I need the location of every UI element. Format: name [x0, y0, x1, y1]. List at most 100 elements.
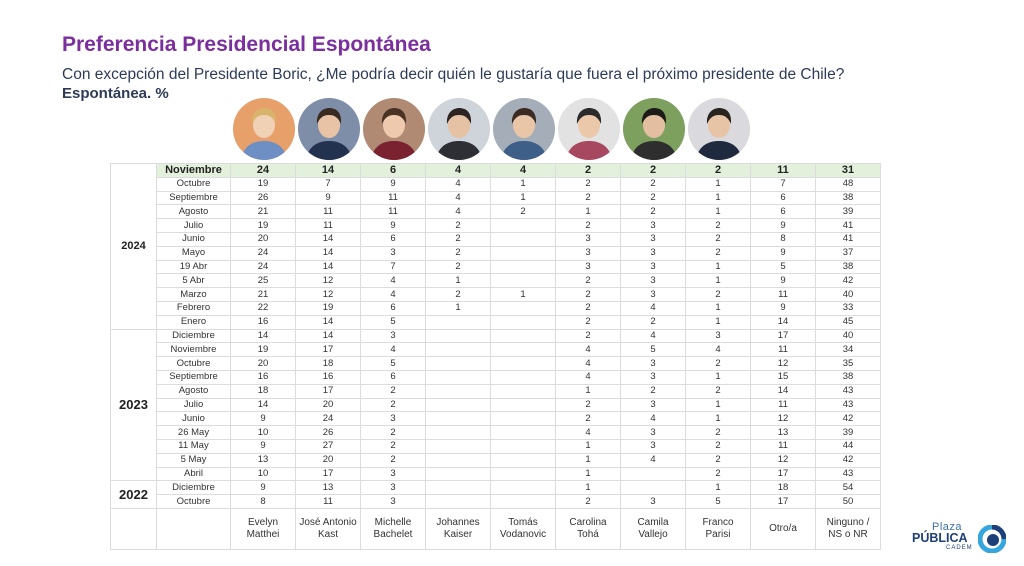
- person-portrait-icon: [233, 98, 295, 160]
- value-cell: 4: [555, 342, 621, 358]
- value-cell: 16: [230, 369, 296, 385]
- value-cell: 3: [360, 480, 426, 496]
- candidate-name: Michelle Bachelet: [360, 507, 426, 550]
- value-cell: 3: [620, 273, 686, 289]
- value-cell: 7: [360, 259, 426, 275]
- value-cell: 2: [620, 190, 686, 206]
- value-cell: 2: [620, 314, 686, 330]
- value-cell: 14: [295, 328, 361, 344]
- value-cell: 3: [360, 494, 426, 509]
- value-cell: 2: [555, 411, 621, 427]
- year-label: 2024: [110, 163, 157, 330]
- value-cell: 10: [230, 466, 296, 482]
- value-cell: 16: [230, 314, 296, 330]
- logo-line-cadem: CADEM: [946, 545, 973, 551]
- value-cell: 6: [360, 231, 426, 247]
- value-cell: 3: [685, 328, 751, 344]
- table-row: Junio 9 24 3 2 4 1 12 42: [111, 411, 881, 427]
- value-cell: 8: [750, 231, 816, 247]
- value-cell: 2: [620, 204, 686, 220]
- value-cell: 14: [295, 231, 361, 247]
- value-cell: 2: [685, 466, 751, 482]
- month-label: Octubre: [156, 494, 231, 509]
- value-cell: [425, 314, 491, 330]
- value-cell: 2: [555, 314, 621, 330]
- empty-cell: [156, 507, 231, 550]
- value-cell: 20: [230, 356, 296, 371]
- value-cell: 24: [295, 411, 361, 427]
- value-cell: 43: [815, 466, 881, 482]
- month-label: Febrero: [156, 300, 231, 316]
- value-cell: 4: [620, 452, 686, 468]
- value-cell: 4: [360, 342, 426, 358]
- value-cell: 31: [815, 163, 881, 178]
- value-cell: 2: [555, 397, 621, 413]
- month-label: Noviembre: [156, 342, 231, 358]
- value-cell: 1: [685, 259, 751, 275]
- value-cell: 11: [750, 287, 816, 302]
- candidate-name: José Antonio Kast: [295, 507, 361, 550]
- value-cell: 20: [230, 231, 296, 247]
- value-cell: 2: [685, 245, 751, 261]
- value-cell: 48: [815, 176, 881, 192]
- month-label: Octubre: [156, 176, 231, 192]
- value-cell: [490, 425, 556, 440]
- value-cell: 9: [295, 190, 361, 206]
- value-cell: [425, 411, 491, 427]
- value-cell: 42: [815, 273, 881, 289]
- value-cell: 4: [555, 356, 621, 371]
- value-cell: 9: [230, 411, 296, 427]
- value-cell: 3: [620, 425, 686, 440]
- table-row: 2022 Diciembre 9 13 3 1 1 18 54: [110, 480, 881, 509]
- value-cell: 26: [295, 425, 361, 440]
- value-cell: 14: [750, 314, 816, 330]
- value-cell: 2: [685, 356, 751, 371]
- value-cell: 2: [425, 245, 491, 261]
- value-cell: 38: [815, 259, 881, 275]
- value-cell: [620, 466, 686, 482]
- value-cell: 1: [685, 204, 751, 220]
- value-cell: 1: [425, 300, 491, 316]
- table-row: Octubre 19 7 9 4 1 2 2 1 7 48: [111, 176, 881, 192]
- value-cell: 43: [815, 397, 881, 413]
- month-label: Enero: [156, 314, 231, 330]
- value-cell: 3: [555, 245, 621, 261]
- value-cell: 11: [750, 163, 816, 178]
- month-label: 5 Abr: [156, 273, 231, 289]
- value-cell: 2: [685, 452, 751, 468]
- value-cell: [425, 494, 491, 509]
- value-cell: 19: [230, 218, 296, 233]
- value-cell: [425, 480, 491, 496]
- value-cell: 2: [425, 231, 491, 247]
- value-cell: [490, 273, 556, 289]
- value-cell: 2: [425, 259, 491, 275]
- table-row: Agosto 18 17 2 1 2 2 14 43: [111, 383, 881, 399]
- candidate-name: Carolina Tohá: [555, 507, 621, 550]
- value-cell: 24: [230, 245, 296, 261]
- value-cell: 17: [750, 466, 816, 482]
- value-cell: [490, 452, 556, 468]
- value-cell: 19: [230, 176, 296, 192]
- value-cell: [490, 328, 556, 344]
- value-cell: 10: [230, 425, 296, 440]
- value-cell: 1: [685, 397, 751, 413]
- table-row: 5 May 13 20 2 1 4 2 12 42: [111, 452, 881, 468]
- value-cell: 3: [360, 328, 426, 344]
- value-cell: 12: [295, 287, 361, 302]
- value-cell: 1: [555, 204, 621, 220]
- value-cell: 2: [685, 425, 751, 440]
- value-cell: 3: [620, 494, 686, 509]
- value-cell: 9: [750, 273, 816, 289]
- value-cell: 42: [815, 452, 881, 468]
- value-cell: [425, 328, 491, 344]
- value-cell: 3: [620, 245, 686, 261]
- value-cell: 11: [295, 494, 361, 509]
- value-cell: 2: [555, 494, 621, 509]
- value-cell: 40: [815, 287, 881, 302]
- value-cell: 20: [295, 397, 361, 413]
- value-cell: 3: [360, 466, 426, 482]
- table-row: 19 Abr 24 14 7 2 3 3 1 5 38: [111, 259, 881, 275]
- candidate-photo: [233, 98, 295, 160]
- value-cell: 25: [230, 273, 296, 289]
- month-label: Julio: [156, 397, 231, 413]
